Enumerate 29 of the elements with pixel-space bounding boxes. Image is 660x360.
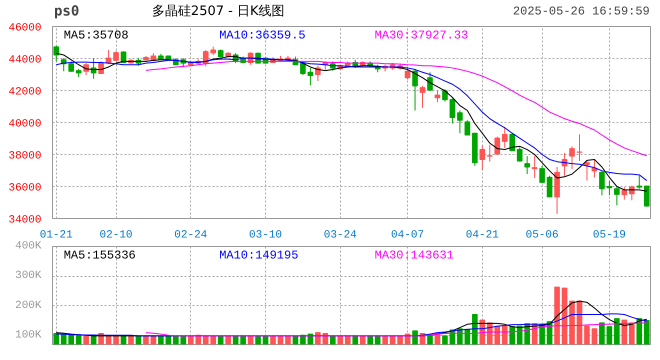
x-tick-label: 04-07 bbox=[391, 230, 424, 242]
x-tick-label: 03-24 bbox=[324, 230, 358, 242]
y-tick-label: 34000 bbox=[8, 214, 42, 226]
y-tick-label: 40000 bbox=[8, 118, 42, 130]
text: MA10:149195 bbox=[219, 248, 298, 262]
y-tick-label: 36000 bbox=[8, 182, 42, 194]
text: ps0 bbox=[54, 4, 80, 20]
y-tick-label: 42000 bbox=[8, 86, 42, 98]
text: MA5:155336 bbox=[64, 248, 136, 262]
y-tick-label: 200K bbox=[15, 300, 42, 312]
series-label: MA5:35708 bbox=[64, 28, 129, 42]
x-tick-label: 05-19 bbox=[592, 230, 626, 242]
text: 2025-05-26 16:59:59 bbox=[512, 4, 650, 18]
x-tick-label: 03-10 bbox=[249, 230, 282, 242]
x-tick-label: 02-24 bbox=[174, 230, 208, 242]
chart-title: 多晶硅2507 - 日K线图 bbox=[152, 4, 284, 19]
series-label: MA10:36359.5 bbox=[219, 28, 306, 42]
y-tick-label: 44000 bbox=[8, 54, 42, 66]
y-tick-label: 300K bbox=[15, 270, 42, 282]
x-tick-label: 04-21 bbox=[466, 230, 500, 242]
y-tick-label: 38000 bbox=[8, 150, 42, 162]
y-tick-label: 46000 bbox=[8, 22, 42, 34]
series-label: MA30:37927.33 bbox=[374, 28, 468, 42]
x-tick-label: 01-21 bbox=[40, 230, 74, 242]
y-tick-label: 400K bbox=[15, 240, 42, 252]
x-tick-label: 02-10 bbox=[100, 230, 133, 242]
y-tick-label: 100K bbox=[15, 330, 42, 342]
x-tick-label: 05-06 bbox=[526, 230, 559, 242]
text: MA30:143631 bbox=[374, 248, 454, 262]
